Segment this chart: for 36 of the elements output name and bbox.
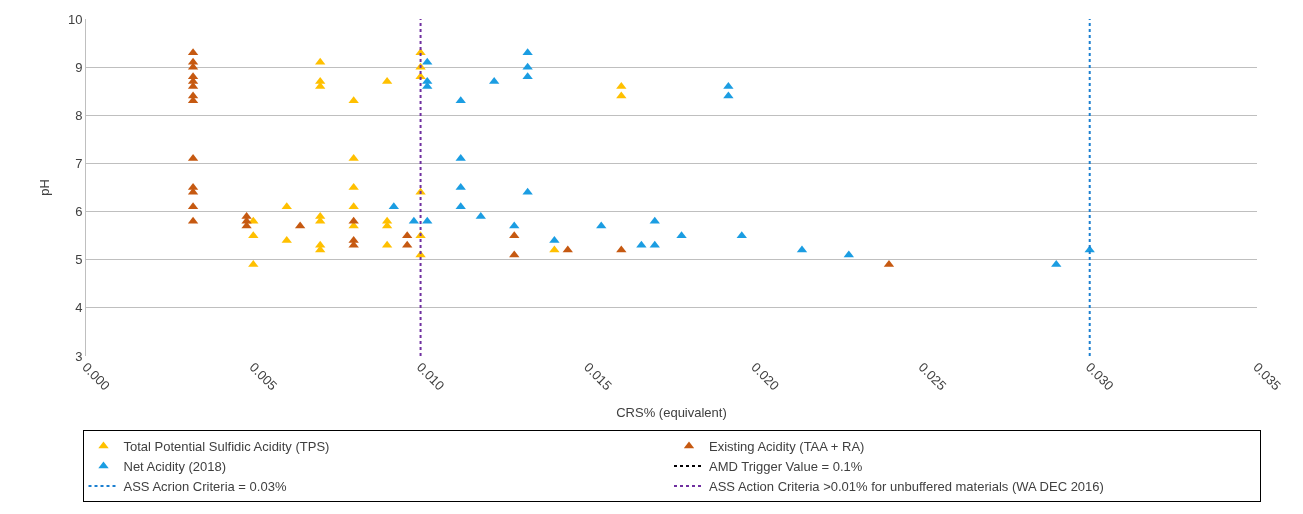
point bbox=[723, 81, 734, 89]
legend-label: AMD Trigger Value = 0.1% bbox=[709, 459, 863, 475]
point bbox=[315, 57, 326, 65]
y-tick-label: 3 bbox=[75, 348, 83, 364]
point bbox=[549, 235, 560, 243]
point bbox=[281, 202, 292, 210]
point bbox=[522, 72, 533, 80]
legend-label: Net Acidity (2018) bbox=[123, 459, 227, 475]
point bbox=[649, 240, 660, 248]
y-axis-title: pH bbox=[36, 179, 52, 196]
x-axis-title: CRS% (equivalent) bbox=[616, 404, 727, 420]
point bbox=[455, 202, 466, 210]
y-tick-label: 5 bbox=[75, 252, 83, 268]
y-tick-label: 10 bbox=[67, 11, 83, 27]
y-tick-label: 7 bbox=[75, 155, 83, 171]
y-tick-label: 4 bbox=[75, 300, 83, 316]
point bbox=[522, 187, 533, 195]
point bbox=[509, 250, 520, 258]
legend-label: Total Potential Sulfidic Acidity (TPS) bbox=[123, 439, 330, 455]
y-tick-label: 6 bbox=[75, 204, 83, 220]
point bbox=[281, 235, 292, 243]
point bbox=[475, 211, 486, 219]
point bbox=[616, 81, 627, 89]
legend-label: Existing Acidity (TAA + RA) bbox=[709, 439, 865, 455]
point bbox=[348, 202, 359, 210]
y-tick-label: 8 bbox=[75, 107, 83, 123]
point bbox=[636, 240, 647, 248]
point bbox=[348, 96, 359, 104]
point bbox=[422, 57, 433, 65]
legend-label: ASS Action Criteria >0.01% for unbuffered materials (WA DEC 2016) bbox=[709, 478, 1104, 494]
point bbox=[455, 96, 466, 104]
point bbox=[509, 221, 520, 229]
point bbox=[596, 221, 607, 229]
y-tick-label: 9 bbox=[75, 59, 83, 75]
point bbox=[616, 91, 627, 99]
legend-label: ASS Acrion Criteria = 0.03% bbox=[123, 478, 287, 494]
